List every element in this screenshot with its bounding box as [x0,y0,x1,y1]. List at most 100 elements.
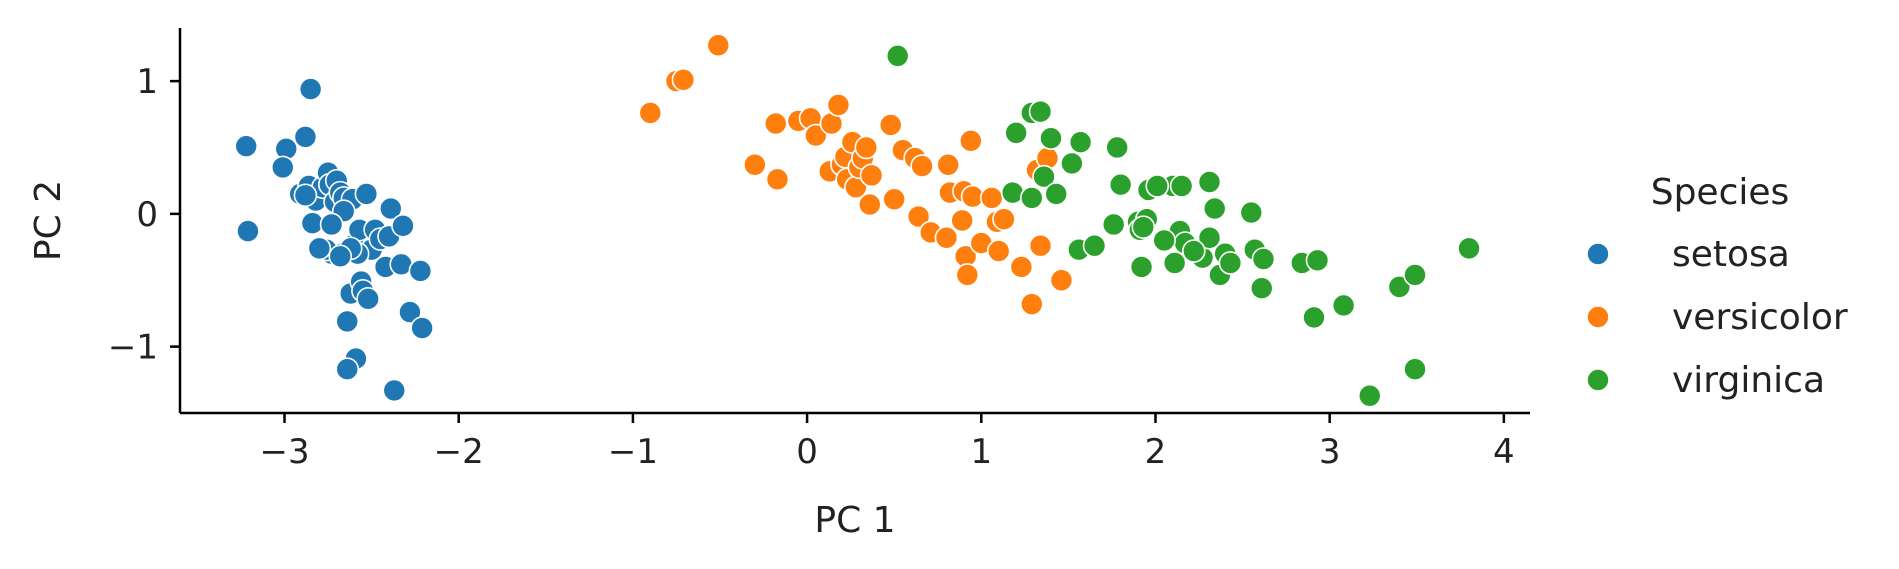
data-point-virginica [1039,126,1063,150]
data-point-virginica [1251,247,1276,271]
x-tick-label: 0 [796,432,818,472]
data-point-versicolor [950,208,974,233]
data-point-virginica [885,44,910,68]
x-tick-label: 4 [1493,432,1515,472]
data-point-virginica [1197,225,1222,250]
data-point-setosa [328,244,353,269]
data-point-virginica [1197,170,1222,194]
data-point-versicolor [906,204,931,229]
data-point-versicolor [910,154,934,178]
data-point-versicolor [854,135,879,160]
data-point-virginica [1403,263,1427,287]
data-point-virginica [1152,228,1176,253]
x-tick-label: 1 [970,432,992,472]
data-point-versicolor [878,113,903,137]
x-tick-label: −2 [434,432,484,472]
data-point-versicolor [1028,233,1053,258]
data-point-setosa [391,214,415,238]
data-point-versicolor [763,111,788,136]
data-point-virginica [1218,251,1243,275]
data-point-versicolor [986,239,1011,263]
legend-marker-virginica [1586,368,1610,392]
data-point-virginica [1331,293,1356,318]
data-point-versicolor [936,152,960,177]
data-point-virginica [1068,130,1093,154]
data-point-setosa [298,77,323,101]
data-point-versicolor [743,152,767,177]
data-point-versicolor [706,33,731,58]
data-point-virginica [1239,200,1264,225]
data-point-setosa [335,357,360,381]
data-point-setosa [319,212,344,237]
data-point-versicolor [765,167,790,192]
data-point-setosa [270,155,295,180]
data-point-setosa [236,219,260,243]
data-point-virginica [1032,164,1056,189]
data-point-virginica [1182,239,1206,263]
data-point-versicolor [882,187,906,212]
y-tick-label: −1 [108,328,158,368]
points-layer [234,33,1481,408]
data-point-versicolor [858,192,882,217]
data-point-virginica [1162,251,1187,275]
data-point-versicolor [979,186,1004,210]
legend-items: setosa versicolor virginica [1586,234,1848,401]
data-point-virginica [1129,255,1154,279]
data-point-virginica [1028,99,1053,124]
data-point-virginica [1387,275,1412,299]
x-tick-label: 2 [1145,432,1167,472]
data-point-virginica [1202,196,1227,221]
data-point-versicolor [1049,268,1074,293]
data-point-versicolor [992,207,1016,231]
data-point-virginica [1108,172,1133,197]
data-point-setosa [293,125,318,149]
data-point-setosa [234,134,258,158]
x-tick-label: 3 [1319,432,1341,472]
data-point-virginica [1305,248,1330,273]
legend-label-virginica: virginica [1672,360,1825,401]
data-point-setosa [307,236,332,261]
x-tick-label: −3 [259,432,309,472]
data-point-virginica [1169,174,1194,198]
data-point-virginica [1101,212,1126,237]
legend: Species setosa versicolor virginica [1586,172,1848,401]
data-point-virginica [1044,182,1068,206]
data-point-versicolor [804,123,828,148]
data-point-versicolor [934,225,959,250]
axes-layer [178,28,1530,415]
ticks-layer: −3 −2 −1 0 1 2 3 4 −1 0 1 [108,62,1515,472]
data-point-virginica [1302,305,1326,330]
data-point-virginica [1004,121,1028,145]
data-point-setosa [335,309,360,334]
data-point-virginica [1105,135,1129,160]
y-tick-label: 0 [136,195,158,235]
data-point-setosa [354,182,379,206]
data-point-setosa [398,300,422,324]
legend-label-setosa: setosa [1672,234,1790,275]
data-point-versicolor [638,101,663,125]
x-tick-label: −1 [608,432,658,472]
data-point-virginica [1082,233,1107,258]
data-point-virginica [1131,215,1156,239]
data-point-virginica [1403,357,1427,381]
data-point-setosa [382,378,407,403]
data-point-virginica [1020,186,1044,210]
data-point-virginica [1145,174,1170,198]
data-point-virginica [1249,276,1274,301]
data-point-versicolor [1020,292,1044,316]
data-point-virginica [1457,236,1481,261]
data-point-setosa [293,183,318,208]
x-axis-label: PC 1 [814,500,895,541]
data-point-versicolor [1009,255,1034,279]
data-point-setosa [378,196,403,221]
data-point-setosa [410,316,434,340]
legend-label-versicolor: versicolor [1672,297,1848,338]
legend-title: Species [1651,172,1790,213]
data-point-versicolor [671,67,696,92]
data-point-setosa [356,287,380,311]
data-point-virginica [1060,151,1084,176]
data-point-setosa [408,259,433,283]
data-point-virginica [1357,383,1382,408]
legend-marker-versicolor [1586,305,1610,329]
